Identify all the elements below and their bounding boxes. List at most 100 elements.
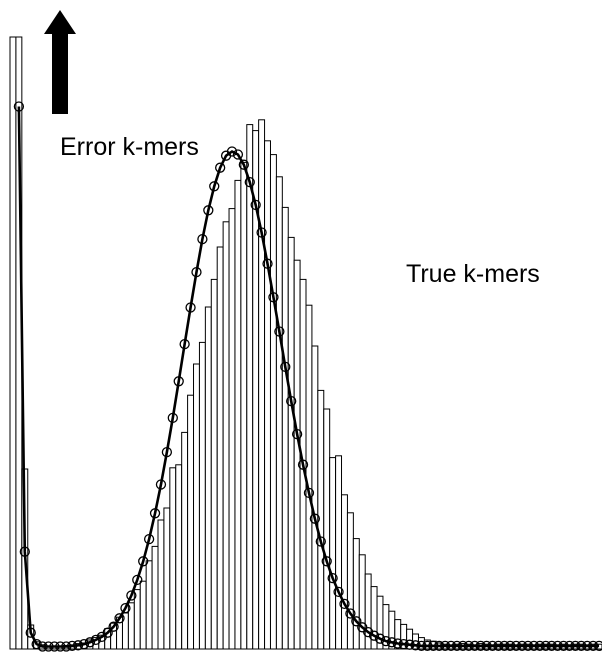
- fit-point: [558, 640, 569, 652]
- fit-point: [161, 446, 173, 458]
- fit-point: [374, 633, 386, 644]
- fit-point: [493, 640, 504, 652]
- fit-point: [439, 640, 451, 652]
- histogram-bar: [175, 464, 183, 650]
- fit-point: [593, 640, 602, 652]
- histogram-bar: [258, 119, 266, 650]
- histogram-bar: [222, 221, 230, 650]
- fit-point: [511, 640, 522, 652]
- fit-point: [587, 640, 599, 652]
- fit-point: [149, 508, 161, 519]
- fit-point: [363, 626, 374, 638]
- fit-point: [303, 487, 315, 499]
- fit-point: [179, 338, 190, 350]
- fit-point: [522, 640, 534, 652]
- fit-point: [351, 616, 362, 627]
- fit-point: [203, 205, 214, 216]
- fit-point: [564, 640, 575, 652]
- fit-point: [428, 640, 439, 652]
- fit-point: [481, 640, 492, 652]
- histogram-bar: [346, 512, 354, 650]
- fit-point: [120, 602, 131, 614]
- fit-point: [546, 640, 557, 652]
- fit-point: [280, 361, 291, 373]
- fit-point: [291, 428, 303, 440]
- histogram-bar: [216, 246, 224, 650]
- fit-point: [392, 638, 403, 649]
- histogram-bar: [240, 161, 248, 650]
- fit-point: [215, 162, 226, 173]
- histogram-bars: [9, 36, 602, 650]
- histogram-bar: [335, 455, 343, 650]
- fitted-curve-points: [13, 101, 602, 652]
- fit-point: [386, 637, 397, 648]
- fit-point: [114, 613, 125, 624]
- fit-point: [398, 638, 409, 650]
- fit-point: [499, 640, 510, 652]
- histogram-bar: [228, 208, 236, 650]
- fit-point: [256, 227, 267, 238]
- fit-point: [434, 640, 445, 652]
- fit-point: [138, 556, 149, 567]
- fit-point: [552, 640, 563, 652]
- fit-point: [286, 395, 297, 407]
- fit-point: [475, 640, 486, 652]
- histogram-bar: [198, 341, 206, 650]
- fit-point: [61, 641, 72, 652]
- histogram-bar: [169, 467, 177, 650]
- fit-point: [13, 101, 25, 112]
- fit-point: [49, 641, 60, 652]
- fit-point: [315, 536, 326, 547]
- true-kmers-label: True k-mers: [406, 260, 540, 288]
- histogram-bar: [234, 179, 242, 650]
- fit-point: [422, 640, 433, 652]
- histogram-bar: [210, 278, 218, 650]
- histogram-bar: [181, 431, 189, 650]
- fit-point: [345, 608, 356, 619]
- fit-point: [209, 181, 220, 192]
- fit-point: [43, 641, 54, 652]
- fit-point: [37, 641, 48, 652]
- fit-point: [232, 149, 244, 160]
- histogram-bar: [352, 538, 360, 650]
- fit-point: [167, 412, 178, 424]
- fit-point: [463, 640, 474, 652]
- fit-point: [380, 635, 392, 647]
- histogram-bar: [139, 580, 147, 650]
- histogram-bar: [163, 507, 171, 650]
- histogram-bar: [341, 494, 348, 650]
- fit-point: [404, 639, 415, 650]
- fit-point: [309, 513, 321, 524]
- fit-point: [108, 621, 119, 632]
- fit-point: [102, 627, 113, 638]
- fit-point: [25, 627, 36, 638]
- fit-point: [126, 590, 137, 601]
- fit-point: [457, 640, 469, 652]
- fit-point: [238, 159, 249, 170]
- fit-point: [84, 637, 96, 648]
- fit-point: [451, 640, 463, 652]
- fit-point: [576, 640, 587, 652]
- fit-point: [274, 326, 285, 337]
- histogram-bar: [275, 176, 283, 650]
- fit-point: [582, 640, 593, 652]
- fit-point: [297, 459, 309, 470]
- histogram-bar: [151, 545, 159, 650]
- fit-point: [528, 640, 540, 652]
- fit-point: [445, 640, 457, 652]
- fit-point: [143, 533, 155, 545]
- fit-point: [505, 640, 516, 652]
- fit-point: [321, 556, 332, 567]
- fit-point: [410, 640, 421, 651]
- fit-point: [534, 640, 545, 652]
- fit-point: [132, 574, 143, 586]
- histogram-bar: [376, 595, 384, 650]
- fit-point: [339, 598, 350, 610]
- fit-point: [90, 634, 101, 646]
- histogram-bar: [157, 519, 165, 650]
- histogram-bar: [293, 259, 301, 650]
- fit-point: [327, 572, 338, 584]
- arrow-up-icon: [44, 10, 76, 114]
- fit-point: [31, 638, 42, 650]
